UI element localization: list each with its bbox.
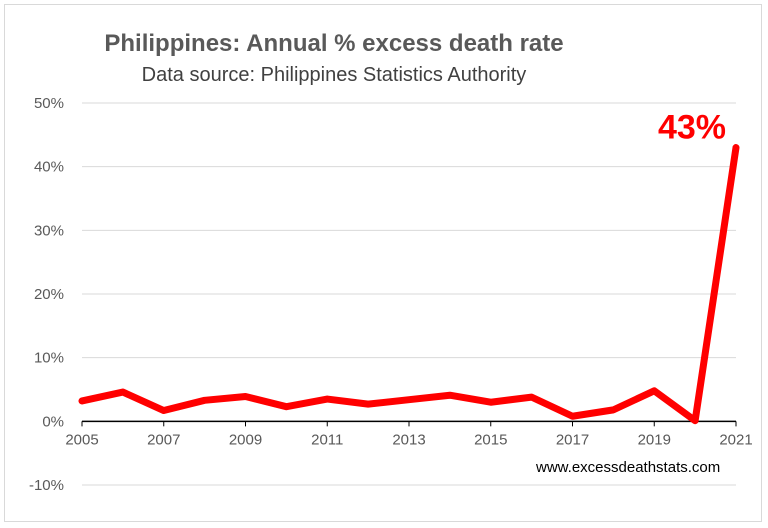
x-tick-label: 2009	[229, 431, 262, 448]
y-tick-label: 30%	[34, 222, 64, 239]
chart-title: Philippines: Annual % excess death rate	[104, 30, 564, 57]
x-tick-label: 2017	[556, 431, 589, 448]
x-tick-label: 2015	[474, 431, 507, 448]
y-tick-label: 10%	[34, 350, 64, 367]
x-tick-label: 2011	[311, 431, 343, 448]
y-tick-label: 40%	[34, 159, 64, 176]
series-line	[78, 144, 740, 425]
x-tick-label: 2007	[147, 431, 180, 448]
x-tick-label: 2019	[638, 431, 671, 448]
chart-subtitle: Data source: Philippines Statistics Auth…	[141, 64, 527, 86]
y-tick-label: 20%	[34, 286, 64, 303]
chart-frame	[4, 4, 762, 522]
source-note: www.excessdeathstats.com	[536, 459, 721, 476]
x-tick-label: 2021	[719, 431, 752, 448]
y-tick-label: 50%	[34, 95, 64, 112]
y-tick-label: 0%	[42, 413, 64, 430]
y-tick-label: -10%	[29, 477, 64, 494]
x-tick-label: 2005	[65, 431, 98, 448]
x-tick-label: 2013	[392, 431, 425, 448]
peak-label: 43%	[658, 109, 726, 147]
